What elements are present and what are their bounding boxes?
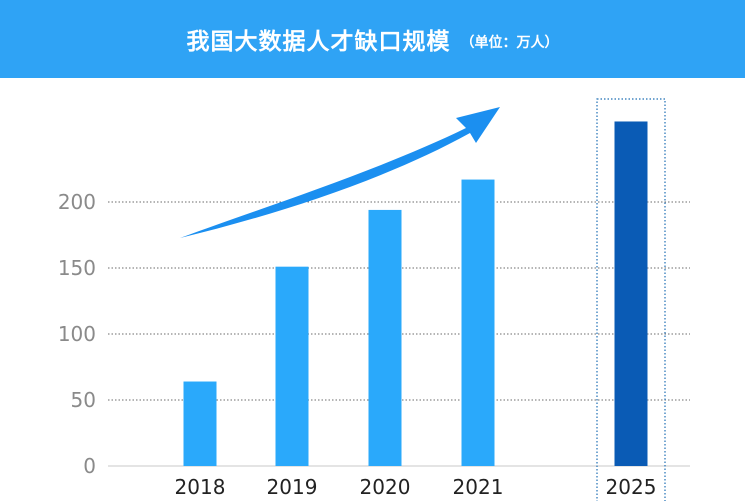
y-tick-label: 150: [58, 256, 96, 280]
y-tick-label: 0: [83, 454, 96, 478]
bar-2018: [183, 381, 217, 466]
chart-header: 我国大数据人才缺口规模 （单位：万人）: [0, 0, 745, 78]
x-tick-label: 2020: [360, 475, 411, 499]
bar-2019: [275, 266, 309, 466]
y-tick-label: 200: [58, 190, 96, 214]
x-tick-label: 2025: [606, 475, 657, 499]
bar-2020: [368, 209, 402, 467]
y-tick-label: 100: [58, 322, 96, 346]
bar-2025: [614, 121, 648, 466]
y-tick-label: 50: [71, 388, 96, 412]
x-tick-label: 2019: [267, 475, 318, 499]
highlight-box: [596, 98, 666, 501]
x-tick-label: 2018: [175, 475, 226, 499]
chart-unit: （单位：万人）: [460, 34, 559, 51]
bar-2021: [461, 179, 495, 466]
x-tick-label: 2021: [453, 475, 504, 499]
trend-arrow: [180, 107, 500, 238]
chart-title: 我国大数据人才缺口规模: [186, 29, 451, 55]
